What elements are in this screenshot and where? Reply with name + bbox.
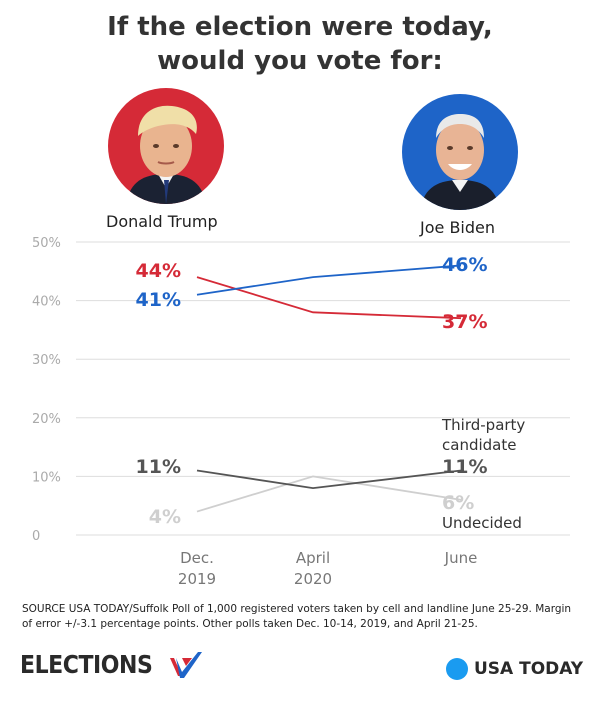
y-tick-label-30: 30% bbox=[32, 353, 61, 368]
trump-portrait bbox=[108, 88, 224, 204]
x-tick-label-1-0: April bbox=[296, 549, 330, 567]
third-party-name-label-0: Third-party bbox=[441, 416, 525, 434]
y-tick-label-10: 10% bbox=[32, 470, 61, 485]
ballot-check-icon bbox=[170, 652, 202, 678]
trump-portrait-image bbox=[108, 88, 224, 204]
usa-today-dot-icon bbox=[446, 658, 468, 680]
series-line-undecided bbox=[196, 475, 462, 513]
third-party-end-label: 11% bbox=[442, 456, 487, 478]
title-line-1: If the election were today, bbox=[107, 12, 493, 42]
undecided-end-label: 6% bbox=[442, 492, 474, 514]
line-chart: 0 10% 20% 30% 40% 50% Dec. 2019 April 2020 June 44%… bbox=[32, 236, 570, 588]
x-tick-label-0-0: Dec. bbox=[180, 549, 214, 567]
y-tick-label-0: 0 bbox=[32, 529, 40, 544]
biden-name: Joe Biden bbox=[420, 218, 495, 237]
title-line-2: would you vote for: bbox=[157, 46, 443, 76]
usa-today-logo-text: USA TODAY bbox=[474, 659, 584, 679]
trump-start-label: 44% bbox=[136, 260, 181, 282]
third-party-name-label-1: candidate bbox=[442, 436, 516, 454]
biden-end-label: 46% bbox=[442, 254, 487, 276]
y-tick-label-40: 40% bbox=[32, 295, 61, 310]
biden-portrait-image bbox=[402, 94, 518, 210]
biden-portrait bbox=[402, 94, 518, 210]
trump-end-label: 37% bbox=[442, 311, 487, 333]
third-party-start-label: 11% bbox=[136, 456, 181, 478]
x-tick-label-0-1: 2019 bbox=[178, 570, 216, 588]
y-tick-label-50: 50% bbox=[32, 236, 61, 251]
source-note: SOURCE USA TODAY/Suffolk Poll of 1,000 r… bbox=[22, 603, 572, 630]
trump-name: Donald Trump bbox=[106, 212, 218, 231]
series-line-joe-biden bbox=[196, 264, 462, 296]
undecided-name-label-0: Undecided bbox=[442, 514, 522, 532]
undecided-start-label: 4% bbox=[149, 506, 181, 528]
x-tick-label-1-1: 2020 bbox=[294, 570, 332, 588]
series-line-donald-trump bbox=[196, 276, 462, 320]
y-tick-label-20: 20% bbox=[32, 412, 61, 427]
chart-title: If the election were today, would you vo… bbox=[0, 10, 600, 78]
biden-start-label: 41% bbox=[136, 289, 181, 311]
elections-logo-text: ELECTIONS bbox=[20, 650, 153, 679]
x-tick-label-2-0: June bbox=[444, 549, 478, 567]
series-line-third-party-candidate bbox=[196, 469, 462, 490]
